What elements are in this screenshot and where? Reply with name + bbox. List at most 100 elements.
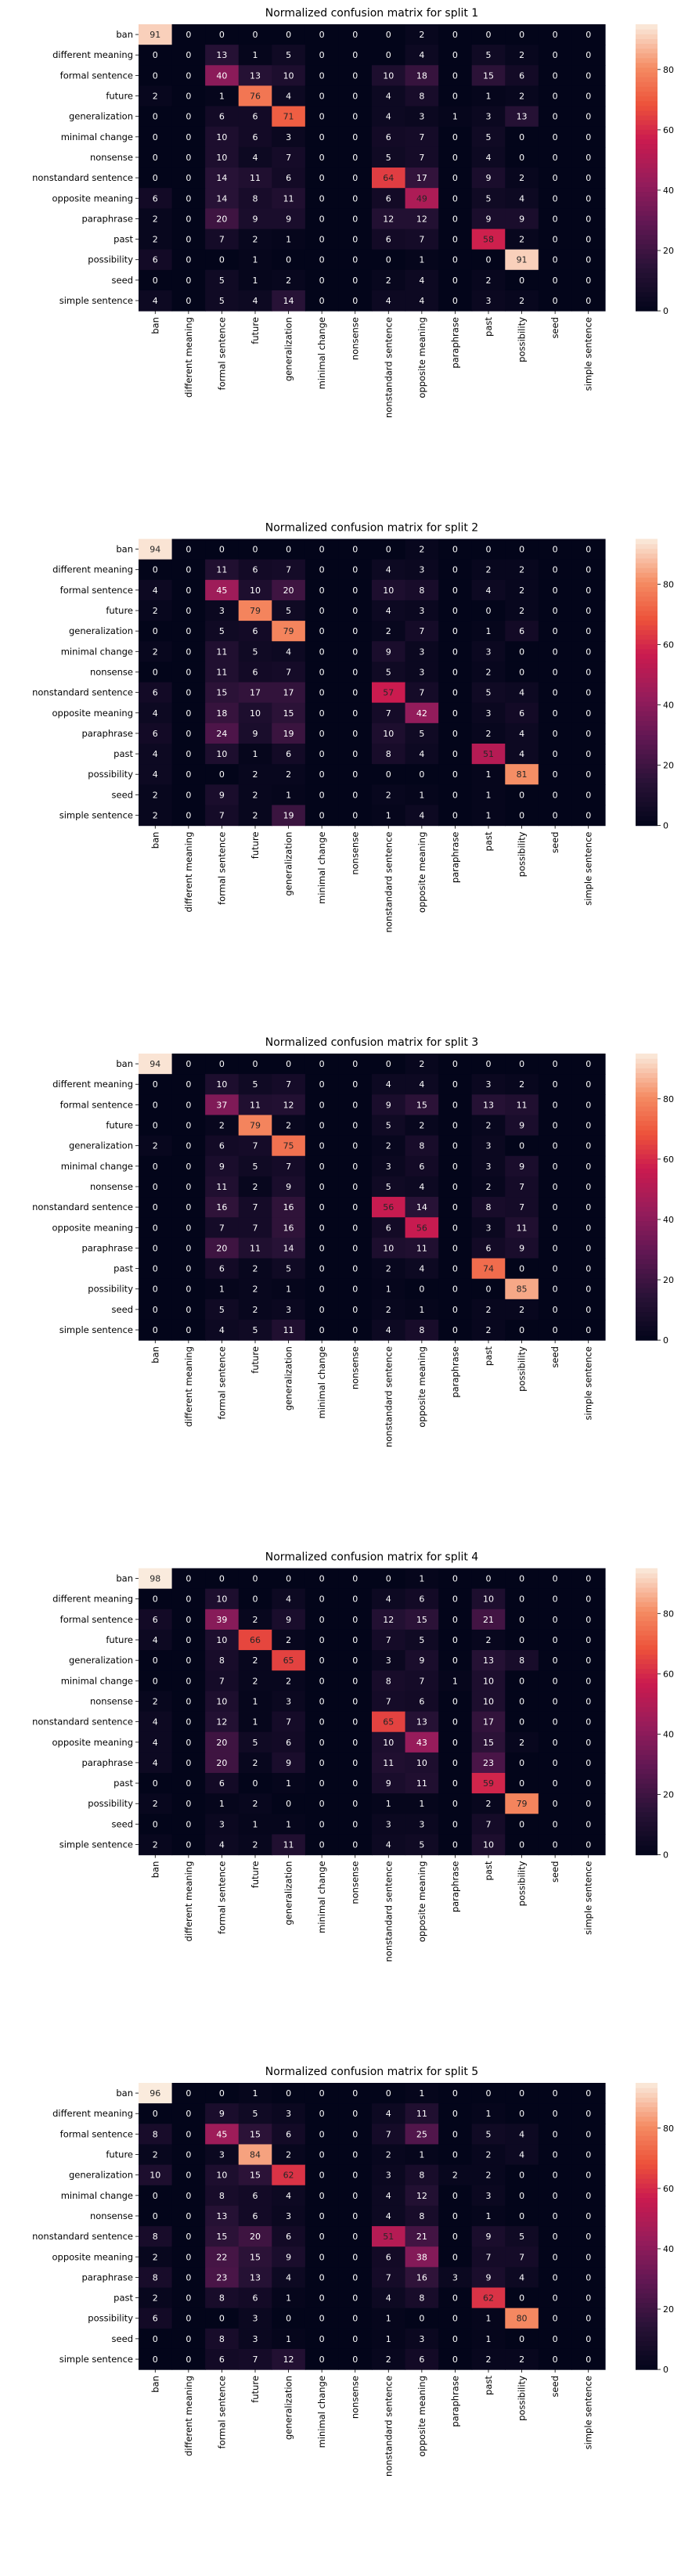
cell-value-label: 0 [586, 2109, 591, 2119]
cell-value-label: 1 [253, 1819, 258, 1829]
heatmap-cell [238, 559, 272, 581]
heatmap-cell [338, 106, 373, 128]
cell-value-label: 25 [416, 2129, 427, 2139]
heatmap-cell [471, 1299, 506, 1320]
cell-value-label: 0 [186, 1141, 191, 1151]
heatmap-cell [338, 722, 373, 744]
x-tick-label-future: future [250, 2376, 261, 2403]
colorbar-segment [636, 625, 658, 631]
cell-value-label: 5 [419, 1840, 424, 1850]
heatmap-cell [372, 188, 406, 209]
heatmap-cell [438, 744, 473, 765]
cell-value-label: 4 [219, 1325, 225, 1335]
cell-value-label: 0 [452, 2109, 458, 2119]
colorbar-segment [636, 1144, 658, 1150]
colorbar-segment [636, 2288, 658, 2294]
heatmap-cell [372, 722, 406, 744]
cell-value-label: 0 [553, 1100, 558, 1110]
cell-value-label: 0 [553, 2150, 558, 2160]
heatmap-cell [338, 600, 373, 621]
cell-value-label: 0 [186, 1100, 191, 1110]
heatmap-cell [505, 24, 539, 45]
heatmap-cell [505, 539, 539, 560]
cell-value-label: 0 [452, 255, 458, 265]
cell-value-label: 0 [319, 2272, 325, 2282]
cell-value-label: 7 [219, 1676, 225, 1686]
cell-value-label: 0 [352, 1696, 358, 1706]
heatmap-cell [205, 764, 240, 785]
heatmap-cell [505, 2308, 539, 2329]
cell-value-label: 1 [253, 1696, 258, 1706]
colorbar-segment [636, 1282, 658, 1288]
heatmap-cell [171, 1238, 206, 1259]
heatmap-cell [471, 744, 506, 765]
heatmap-cell [438, 2328, 473, 2350]
cell-value-label: 0 [186, 1676, 191, 1686]
heatmap-cell [171, 1650, 206, 1671]
heatmap-cell [471, 2164, 506, 2186]
heatmap-cell [538, 1299, 573, 1320]
heatmap-cell [205, 2083, 240, 2104]
y-tick-label-generalization: generalization [69, 625, 133, 636]
cell-value-label: 3 [419, 667, 424, 677]
cell-value-label: 0 [186, 626, 191, 636]
heatmap-cell [205, 208, 240, 230]
heatmap-cell [571, 764, 606, 785]
heatmap-cell [238, 85, 272, 107]
heatmap-cell [272, 45, 306, 66]
heatmap-cell [304, 2287, 340, 2309]
heatmap-cell [338, 1176, 373, 1198]
heatmap-cell [338, 744, 373, 765]
cell-value-label: 0 [319, 1717, 325, 1728]
cell-value-label: 45 [216, 2129, 227, 2139]
heatmap-cell [238, 2103, 272, 2124]
cell-value-label: 0 [153, 1305, 158, 1315]
heatmap-cell [304, 126, 340, 148]
cell-value-label: 0 [553, 132, 558, 142]
cell-value-label: 1 [419, 1799, 424, 1809]
y-tick-label-nonsense: nonsense [90, 666, 133, 677]
cell-value-label: 0 [553, 1223, 558, 1233]
cell-value-label: 9 [519, 214, 524, 224]
colorbar-segment [636, 1216, 658, 1222]
heatmap-cell [139, 85, 173, 107]
cell-value-label: 65 [383, 1717, 394, 1728]
heatmap-cell [338, 559, 373, 581]
cell-value-label: 81 [517, 769, 528, 780]
colorbar-segment [636, 268, 658, 273]
heatmap-cell [139, 1814, 173, 1836]
colorbar-segment [636, 95, 658, 102]
heatmap-cell [205, 146, 240, 168]
heatmap-cell [571, 621, 606, 642]
heatmap-cell [171, 559, 206, 581]
cell-value-label: 0 [352, 1840, 358, 1850]
cell-value-label: 0 [553, 1243, 558, 1253]
cell-value-label: 11 [416, 1778, 427, 1789]
heatmap-cell [505, 579, 539, 601]
colorbar-segment [636, 1158, 658, 1164]
cell-value-label: 0 [219, 30, 225, 40]
heatmap-cell [372, 1588, 406, 1610]
heatmap-cell [405, 168, 439, 189]
heatmap-cell [272, 2348, 306, 2370]
cell-value-label: 1 [386, 1799, 391, 1809]
y-tick-label-paraphrase: paraphrase [81, 213, 133, 224]
heatmap-cell [238, 1670, 272, 1692]
heatmap-cell [238, 2246, 272, 2268]
cell-value-label: 7 [419, 153, 424, 163]
x-tick-label-different-meaning: different meaning [183, 832, 194, 913]
heatmap-cell [471, 106, 506, 128]
colorbar-segment [636, 296, 658, 302]
heatmap-cell [304, 2267, 340, 2289]
cell-value-label: 0 [519, 2109, 524, 2119]
cell-value-label: 0 [553, 1840, 558, 1850]
heatmap-cell [505, 722, 539, 744]
colorbar-segment [636, 1206, 658, 1212]
colorbar-segment [636, 2168, 658, 2174]
colorbar-segment [636, 563, 658, 568]
cell-value-label: 0 [319, 2232, 325, 2242]
heatmap-cell [338, 45, 373, 66]
colorbar-segment [636, 1077, 658, 1083]
cell-value-label: 0 [553, 193, 558, 204]
cell-value-label: 0 [186, 70, 191, 81]
